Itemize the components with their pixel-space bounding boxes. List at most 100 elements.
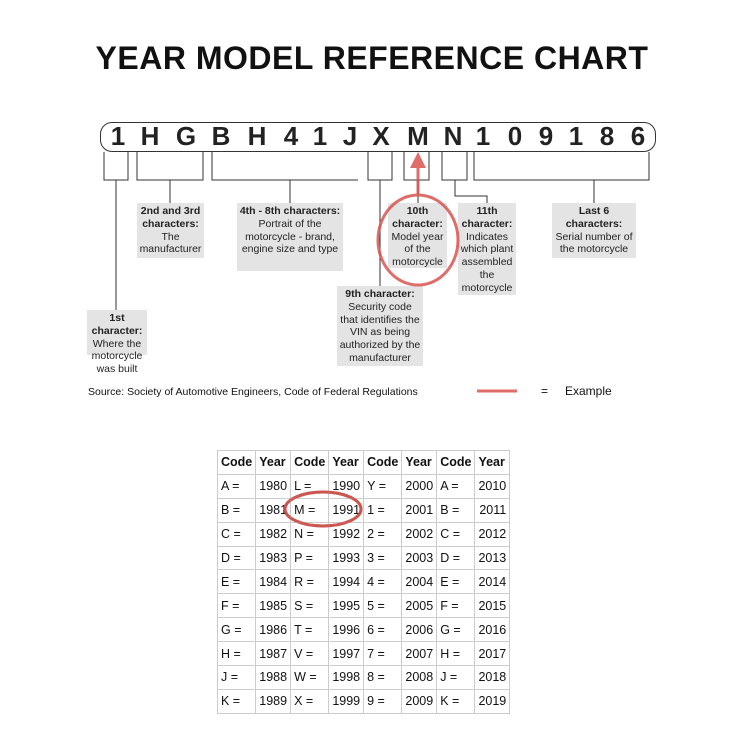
code-cell: F = [436,593,476,619]
year-cell: 1998 [328,665,365,690]
year-cell: 1981 [255,497,292,523]
code-cell: 9 = [363,688,403,714]
vin-character: 1 [312,121,328,151]
table-row: E = 1984 R = 1994 4 = 2004 E = 2014 [216,569,511,595]
code-cell: J = [216,665,257,690]
year-cell: 2002 [401,521,438,547]
code-cell: G = [436,617,476,643]
code-cell: P = [290,545,330,571]
source-note: Source: Society of Automotive Engineers,… [88,386,418,398]
year-cell: 2000 [401,473,438,499]
code-cell: D = [216,545,257,571]
year-cell: 2019 [474,688,511,714]
year-cell: 2001 [401,497,438,523]
column-header: Code [363,450,403,475]
year-code-table: Code Year Code Year Code Year Code Year A = 1980… [216,450,511,714]
highlight-circle-vin [376,193,460,287]
label-11th: 11th character: Indicates which plant ass… [458,203,516,295]
code-cell: 5 = [363,593,403,619]
vin-character: M [407,121,429,151]
code-cell: 2 = [363,521,403,547]
legend-equals: = [541,384,549,398]
code-cell: H = [216,641,257,667]
column-header: Year [474,450,511,475]
code-cell: 8 = [363,665,403,690]
vin-character: 1 [568,121,584,151]
code-cell: C = [436,521,476,547]
year-cell: 1983 [255,545,292,571]
table-row: K = 1989 X = 1999 9 = 2009 K = 2019 [216,688,511,714]
table-row: F = 1985 S = 1995 5 = 2005 F = 2015 [216,593,511,619]
year-cell: 2017 [474,641,511,667]
code-cell: J = [436,665,476,690]
code-cell: T = [290,617,330,643]
year-cell: 1980 [255,473,292,499]
label-9th: 9th character: Security code that identif… [337,286,423,366]
code-cell: K = [216,688,257,714]
column-header: Year [401,450,438,475]
column-header: Year [328,450,365,475]
year-cell: 1999 [328,688,365,714]
vin-character: H [140,121,160,151]
year-cell: 2015 [474,593,511,619]
year-cell: 2006 [401,617,438,643]
year-cell: 1985 [255,593,292,619]
code-cell: N = [290,521,330,547]
year-cell: 1986 [255,617,292,643]
year-cell: 2007 [401,641,438,667]
table-row: C = 1982 N = 1992 2 = 2002 C = 2012 [216,521,511,547]
code-cell: C = [216,521,257,547]
code-cell: L = [290,473,330,499]
code-cell: 7 = [363,641,403,667]
vin-character: 6 [630,121,646,151]
code-cell: 6 = [363,617,403,643]
year-cell: 1991 [328,497,365,523]
year-cell: 1988 [255,665,292,690]
table-row: G = 1986 T = 1996 6 = 2006 G = 2016 [216,617,511,643]
code-cell: E = [436,569,476,595]
table-row: B = 1981 M = 1991 1 = 2001 B = 2011 [216,497,511,523]
page-title: YEAR MODEL REFERENCE CHART [95,40,649,76]
year-cell: 1982 [255,521,292,547]
year-cell: 2009 [401,688,438,714]
table-row: H = 1987 V = 1997 7 = 2007 H = 2017 [216,641,511,667]
code-cell: M = [290,497,330,523]
vin-character: X [372,121,390,151]
code-cell: B = [436,497,476,523]
vin-character: J [342,121,358,151]
column-header: Code [216,450,257,475]
table-row: A = 1980 L = 1990 Y = 2000 A = 2010 [216,473,511,499]
year-cell: 2012 [474,521,511,547]
label-2nd-3rd: 2nd and 3rd characters: The manufacturer [137,203,204,258]
code-cell: S = [290,593,330,619]
table-row: D = 1983 P = 1993 3 = 2003 D = 2013 [216,545,511,571]
table-row: J = 1988 W = 1998 8 = 2008 J = 2018 [216,665,511,690]
code-cell: 3 = [363,545,403,571]
year-cell: 2005 [401,593,438,619]
bracket-1st [103,152,129,310]
label-1st: 1st character: Where the motorcycle was b… [87,310,147,375]
code-cell: F = [216,593,257,619]
code-cell: B = [216,497,257,523]
year-cell: 2013 [474,545,511,571]
year-cell: 2014 [474,569,511,595]
column-header: Code [436,450,476,475]
year-cell: 1984 [255,569,292,595]
year-cell: 2003 [401,545,438,571]
year-cell: 1994 [328,569,365,595]
vin-character: 1 [110,121,126,151]
code-cell: Y = [363,473,403,499]
code-cell: 4 = [363,569,403,595]
year-cell: 1992 [328,521,365,547]
year-cell: 1987 [255,641,292,667]
code-cell: D = [436,545,476,571]
vin-character: 8 [599,121,615,151]
year-cell: 2018 [474,665,511,690]
year-cell: 2010 [474,473,511,499]
code-cell: W = [290,665,330,690]
year-cell: 1990 [328,473,365,499]
year-cell: 2008 [401,665,438,690]
vin-character: 1 [475,121,491,151]
code-cell: K = [436,688,476,714]
